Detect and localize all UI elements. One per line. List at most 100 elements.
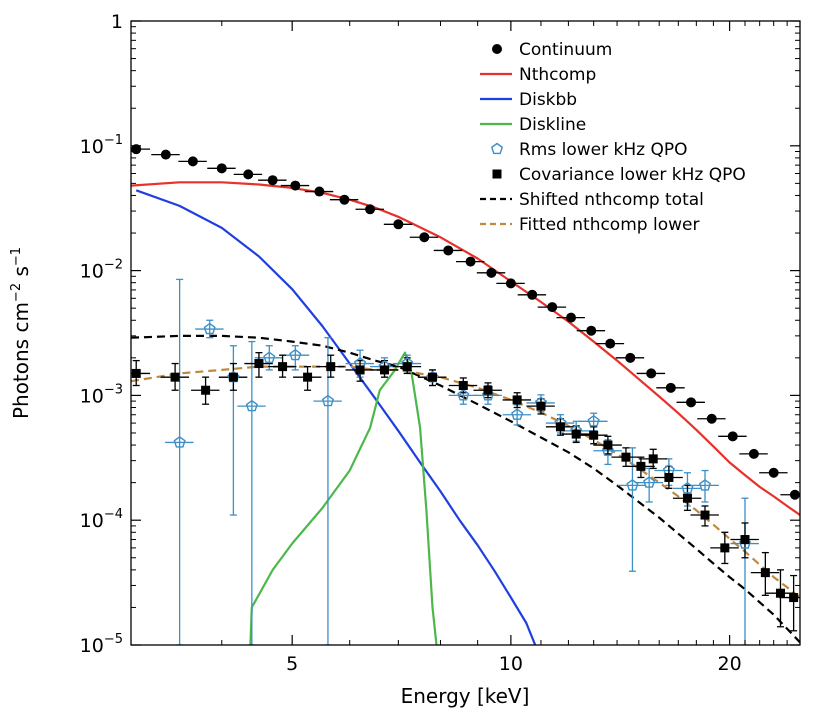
rms-lower-khz-qpo-point — [626, 479, 639, 491]
continuum-point — [216, 163, 227, 174]
legend-label-diskbb: Diskbb — [519, 90, 577, 110]
legend-swatch-rms-lower-khz-qpo — [490, 142, 504, 155]
covariance-lower-khz-qpo-point — [254, 359, 264, 369]
covariance-lower-khz-qpo-point — [303, 372, 313, 382]
continuum-point — [547, 302, 558, 313]
y-tick-label: 10−2 — [80, 258, 123, 283]
covariance-lower-khz-qpo-point — [760, 568, 770, 578]
continuum-point — [686, 397, 697, 408]
fitted-nthcomp-lower-curve — [131, 365, 800, 599]
curve-layer — [131, 181, 800, 645]
covariance-lower-khz-qpo-point — [720, 543, 730, 553]
continuum-point — [586, 325, 597, 336]
legend-label-covariance-lower-khz-qpo: Covariance lower kHz QPO — [519, 165, 746, 185]
covariance-lower-khz-qpo-point — [483, 385, 493, 395]
continuum-point — [625, 352, 636, 363]
y-tick-label: 10−1 — [80, 133, 123, 158]
covariance-lower-khz-qpo-point — [740, 535, 750, 545]
continuum-point — [339, 194, 350, 205]
legend-label-diskline: Diskline — [519, 115, 586, 135]
legend-label-continuum: Continuum — [519, 40, 612, 60]
rms-lower-khz-qpo-point — [263, 351, 276, 363]
continuum-point — [365, 204, 376, 215]
rms-lower-khz-qpo-point — [173, 436, 186, 448]
y-tick-label: 10−5 — [80, 632, 123, 657]
tick-layer — [130, 20, 801, 646]
covariance-lower-khz-qpo-point — [427, 372, 437, 382]
continuum-point — [160, 149, 171, 160]
continuum-point — [527, 289, 538, 300]
covariance-lower-khz-qpo-point — [170, 372, 180, 382]
errorbar-layer — [131, 148, 800, 645]
continuum-point — [465, 256, 476, 267]
covariance-lower-khz-qpo-point — [201, 385, 211, 395]
rms-lower-khz-qpo-point — [245, 399, 258, 412]
covariance-lower-khz-qpo-point — [775, 588, 785, 598]
rms-lower-khz-qpo-point — [587, 414, 600, 427]
covariance-lower-khz-qpo-point — [648, 454, 658, 464]
continuum-point — [646, 368, 657, 379]
continuum-point — [314, 186, 325, 197]
continuum-point — [505, 278, 516, 289]
nthcomp-curve — [131, 181, 800, 516]
covariance-lower-khz-qpo-point — [603, 440, 613, 450]
y-tick-label: 10−4 — [80, 507, 123, 532]
x-tick-label: 20 — [717, 653, 741, 675]
covariance-lower-khz-qpo-point — [664, 472, 674, 482]
continuum-point — [187, 156, 198, 167]
y-tick-label: 10−3 — [80, 382, 123, 407]
covariance-lower-khz-qpo-point — [131, 368, 141, 378]
legend-label-fitted-nthcomp-lower: Fitted nthcomp lower — [519, 215, 699, 235]
continuum-point — [748, 448, 759, 459]
covariance-lower-khz-qpo-point — [355, 365, 365, 375]
legend-label-shifted-nthcomp-total: Shifted nthcomp total — [519, 190, 704, 210]
continuum-point — [727, 431, 738, 442]
continuum-point — [566, 312, 577, 323]
legend-swatch-covariance-lower-khz-qpo — [492, 169, 502, 179]
rms-lower-khz-qpo-point — [681, 481, 694, 494]
covariance-lower-khz-qpo-point — [555, 422, 565, 432]
covariance-lower-khz-qpo-point — [326, 362, 336, 372]
covariance-lower-khz-qpo-point — [621, 452, 631, 462]
diskline-curve — [249, 351, 438, 645]
continuum-point — [443, 245, 454, 256]
marker-layer — [131, 144, 800, 603]
continuum-point — [486, 267, 497, 278]
covariance-lower-khz-qpo-point — [700, 510, 710, 520]
covariance-lower-khz-qpo-point — [402, 362, 412, 372]
rms-lower-khz-qpo-point — [289, 348, 302, 361]
covariance-lower-khz-qpo-point — [636, 461, 646, 471]
continuum-point — [789, 489, 800, 500]
tick-label-layer: 1 10−1 10−2 10−3 10−4 10−5 5 10 20 — [80, 11, 742, 675]
covariance-lower-khz-qpo-point — [789, 593, 799, 603]
continuum-point — [706, 413, 717, 424]
legend: Continuum Nthcomp Diskbb Diskline Rms lower … — [480, 40, 746, 235]
covariance-lower-khz-qpo-point — [512, 395, 522, 405]
rms-lower-khz-qpo-point — [511, 408, 524, 420]
y-axis-label: Photons cm−2 s−1 — [9, 247, 33, 419]
covariance-lower-khz-qpo-point — [682, 493, 692, 503]
x-tick-label: 5 — [286, 653, 298, 675]
plot-frame — [130, 20, 801, 646]
rms-lower-khz-qpo-point — [698, 479, 712, 491]
continuum-point — [267, 175, 278, 186]
covariance-lower-khz-qpo-point — [458, 381, 468, 391]
rms-lower-khz-qpo-point — [321, 394, 335, 407]
covariance-lower-khz-qpo-point — [380, 365, 390, 375]
rms-lower-khz-qpo-point — [457, 389, 470, 401]
continuum-point — [290, 180, 301, 191]
covariance-lower-khz-qpo-point — [228, 372, 238, 382]
continuum-point — [243, 169, 254, 180]
covariance-lower-khz-qpo-point — [278, 362, 288, 372]
continuum-point — [419, 232, 430, 243]
covariance-lower-khz-qpo-point — [536, 401, 546, 411]
rms-lower-khz-qpo-point — [643, 476, 656, 488]
covariance-lower-khz-qpo-point — [589, 430, 599, 440]
continuum-point — [665, 382, 676, 393]
shifted-nthcomp-total-curve — [131, 334, 800, 644]
y-tick-label: 1 — [111, 11, 123, 33]
legend-label-nthcomp: Nthcomp — [519, 65, 596, 85]
continuum-point — [605, 338, 616, 349]
covariance-lower-khz-qpo-point — [571, 429, 581, 439]
